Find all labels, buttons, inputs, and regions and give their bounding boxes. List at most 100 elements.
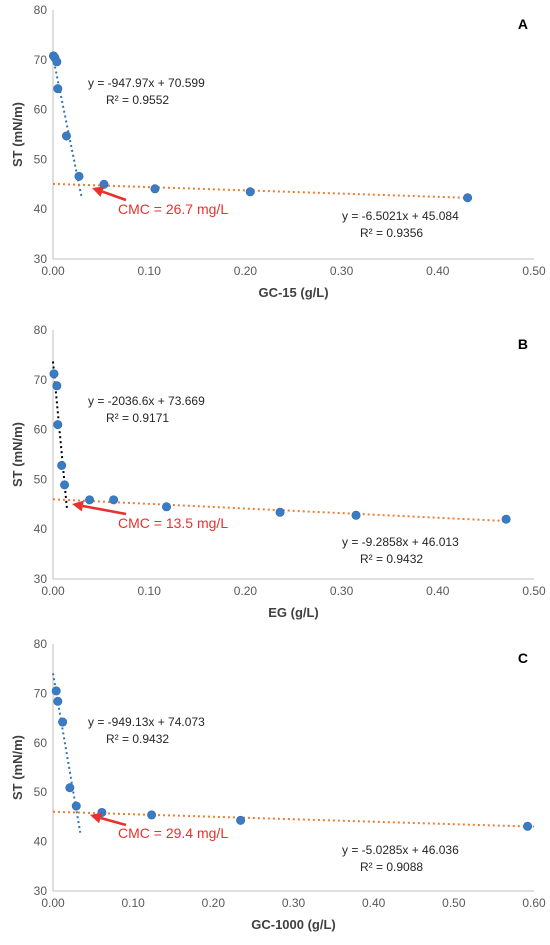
y-tick-label: 70 [34,686,48,700]
x-tick-label: 0.00 [41,896,65,910]
y-tick-label: 50 [34,472,48,486]
trendline-plateau [52,810,535,828]
data-point [501,514,511,524]
y-tick-label: 80 [34,323,48,337]
data-point [463,193,473,203]
x-tick-label: 0.30 [282,896,306,910]
x-tick-label: 0.60 [522,896,546,910]
x-tick-label: 0.30 [330,264,354,278]
data-point [275,507,285,517]
x-tick-label: 0.20 [202,896,226,910]
panel-b: 30 40 50 60 70 80 0.00 0.10 0.20 0.30 0.40 0.50 EG (… [10,323,546,620]
cmc-arrow-shaft [100,816,127,827]
panel-letter: C [518,650,528,666]
fit-r2-plateau: R² = 0.9432 [360,552,423,566]
data-point [523,821,533,831]
x-tick-label: 0.10 [138,264,162,278]
fit-r2-steep: R² = 0.9552 [106,93,169,107]
fit-equation-plateau: y = -6.5021x + 45.084 [342,209,459,223]
x-tick-label: 0.00 [41,264,65,278]
y-tick-label: 60 [34,423,48,437]
fit-r2-plateau: R² = 0.9088 [360,860,423,874]
data-point [57,460,67,470]
y-tick-label: 80 [34,637,48,651]
y-tick-label: 70 [34,53,48,67]
y-axis-label: ST (mN/m) [10,102,25,167]
y-axis-label: ST (mN/m) [10,422,25,487]
data-point [52,57,62,67]
x-tick-label: 0.10 [138,584,162,598]
x-axis-label: EG (g/L) [268,605,319,620]
data-point [245,187,255,197]
y-tick-label: 30 [34,252,48,266]
y-tick-label: 40 [34,522,48,536]
trendline-plateau [52,182,467,199]
y-tick-label: 30 [34,884,48,898]
y-tick-label: 60 [34,736,48,750]
fit-r2-steep: R² = 0.9171 [106,411,169,425]
data-point [109,495,119,505]
panel-letter: A [518,16,528,32]
x-tick-label: 0.20 [234,264,258,278]
y-tick-label: 80 [34,3,48,17]
y-tick-label: 40 [34,835,48,849]
y-tick-label: 50 [34,785,48,799]
y-tick-label: 30 [34,572,48,586]
cmc-arrow-shaft [82,504,127,516]
x-tick-label: 0.50 [522,584,546,598]
cmc-arrow-shaft [101,190,127,202]
data-point [351,510,361,520]
panel-a: 30 40 50 60 70 80 0.00 0.10 0.20 0.30 0.40 0.50 GC-1… [10,3,546,300]
fit-equation-steep: y = -949.13x + 74.073 [88,715,205,729]
y-axis-label: ST (mN/m) [10,735,25,800]
fit-equation-plateau: y = -9.2858x + 46.013 [342,535,459,549]
data-point [52,381,62,391]
x-tick-label: 0.50 [442,896,466,910]
data-point [49,369,59,379]
cmc-arrow-icon [72,500,84,512]
panel-c: 30 40 50 60 70 80 0.00 0.10 0.20 0.30 0.40 0.50 0.60… [10,637,546,932]
y-tick-label: 40 [34,202,48,216]
data-point [53,696,63,706]
cmc-arrow-icon [92,186,105,197]
data-point [53,84,63,94]
fit-equation-steep: y = -947.97x + 70.599 [88,76,205,90]
data-point [61,131,71,141]
x-axis-label: GC-15 (g/L) [258,285,328,300]
data-point [71,801,81,811]
data-point [236,815,246,825]
fit-r2-steep: R² = 0.9432 [106,732,169,746]
data-point [60,480,70,490]
cmc-arrow-icon [90,812,103,824]
data-point [65,783,75,793]
x-tick-label: 0.50 [522,264,546,278]
x-tick-label: 0.30 [330,584,354,598]
x-tick-label: 0.00 [41,584,65,598]
fit-r2-plateau: R² = 0.9356 [360,226,423,240]
data-point [162,502,172,512]
data-point [74,171,84,181]
fit-equation-plateau: y = -5.0285x + 46.036 [342,843,459,857]
x-tick-label: 0.40 [426,584,450,598]
y-tick-label: 50 [34,152,48,166]
data-point [147,810,157,820]
data-point [150,184,160,194]
x-axis-label: GC-1000 (g/L) [251,917,336,932]
cmc-label: CMC = 13.5 mg/L [118,515,228,531]
data-point [58,717,68,727]
x-tick-label: 0.10 [121,896,145,910]
cmc-label: CMC = 29.4 mg/L [118,825,228,841]
data-point [85,495,95,505]
cmc-label: CMC = 26.7 mg/L [118,201,228,217]
data-point [53,420,63,430]
data-point [99,179,109,189]
x-tick-label: 0.40 [426,264,450,278]
data-point [51,686,61,696]
y-tick-label: 60 [34,103,48,117]
fit-equation-steep: y = -2036.6x + 73.669 [88,394,205,408]
panel-letter: B [518,336,528,352]
x-tick-label: 0.20 [234,584,258,598]
y-tick-label: 70 [34,373,48,387]
x-tick-label: 0.40 [362,896,386,910]
